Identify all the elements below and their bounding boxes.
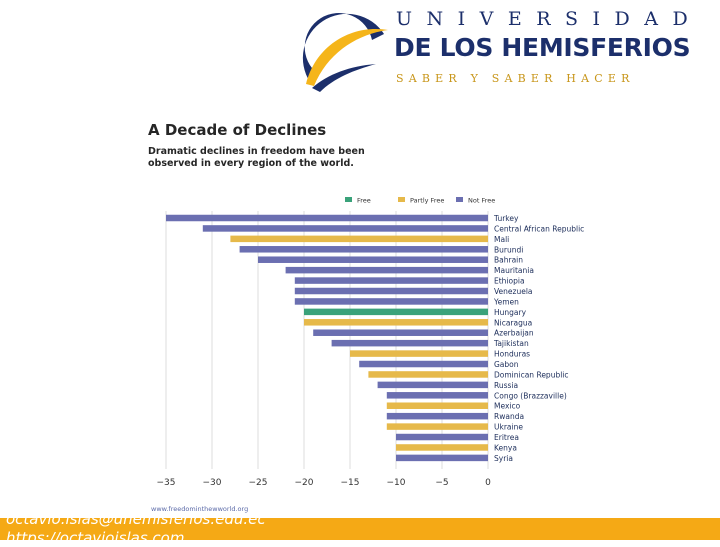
- category-label: Yemen: [493, 297, 519, 306]
- footer-email[interactable]: octavio.islas@uhemisferios.edu.ec: [6, 510, 266, 528]
- bar-azerbaijan: [313, 329, 488, 336]
- bar-ethiopia: [294, 277, 488, 284]
- x-tick-label: −5: [435, 478, 448, 488]
- category-label: Venezuela: [494, 287, 533, 296]
- category-label: Kenya: [494, 443, 517, 452]
- x-tick-label: 0: [485, 478, 491, 488]
- bar-honduras: [350, 350, 488, 357]
- legend-label: Partly Free: [410, 197, 444, 205]
- bar-nicaragua: [304, 319, 488, 326]
- bar-central-african-republic: [202, 225, 489, 232]
- category-label: Ukraine: [494, 423, 523, 432]
- bar-mali: [230, 235, 488, 243]
- x-tick-label: −25: [249, 478, 268, 488]
- category-label: Dominican Republic: [494, 370, 569, 379]
- bar-hungary: [304, 308, 488, 316]
- category-label: Mauritania: [494, 266, 534, 275]
- category-label: Central African Republic: [494, 224, 584, 233]
- category-label: Azerbaijan: [494, 329, 534, 338]
- bar-ukraine: [386, 423, 488, 430]
- logo-motto-text: SABER Y SABER HACER: [396, 72, 635, 85]
- bar-burundi: [239, 246, 488, 253]
- category-label: Hungary: [494, 308, 527, 317]
- bar-rwanda: [386, 412, 488, 420]
- x-tick-label: −20: [295, 478, 314, 488]
- legend-swatch: [345, 197, 352, 202]
- bar-venezuela: [294, 287, 488, 295]
- category-label: Honduras: [494, 350, 530, 359]
- bar-bahrain: [258, 256, 488, 263]
- bar-mexico: [386, 402, 488, 409]
- bar-eritrea: [396, 433, 488, 441]
- bar-yemen: [294, 298, 488, 305]
- bar-dominican-republic: [368, 371, 488, 378]
- category-label: Burundi: [494, 245, 523, 254]
- category-label: Bahrain: [494, 256, 523, 265]
- category-label: Mali: [494, 235, 509, 244]
- bar-tajikistan: [331, 339, 488, 347]
- logo-name-text: DE LOS HEMISFERIOS: [394, 33, 691, 62]
- footer-url[interactable]: https://octavioislas.com: [6, 529, 185, 547]
- category-label: Eritrea: [494, 433, 519, 442]
- bar-mauritania: [285, 266, 488, 274]
- category-label: Rwanda: [494, 412, 524, 421]
- legend-swatch: [398, 197, 405, 202]
- category-label: Syria: [494, 454, 513, 463]
- bar-turkey: [166, 214, 488, 222]
- category-label: Russia: [494, 381, 518, 390]
- bar-kenya: [396, 444, 488, 451]
- category-label: Mexico: [494, 402, 521, 411]
- logo-university-text: UNIVERSIDAD: [396, 8, 703, 30]
- chart-subtitle: Dramatic declines in freedom have been o…: [148, 146, 365, 169]
- legend-label: Not Free: [468, 197, 495, 205]
- legend-label: Free: [357, 197, 371, 205]
- legend-swatch: [456, 197, 463, 202]
- chart-title: A Decade of Declines: [148, 121, 327, 139]
- bar-congo-brazzaville: [386, 392, 488, 399]
- university-logo: UNIVERSIDAD DE LOS HEMISFERIOS SABER Y S…: [298, 4, 718, 94]
- category-label: Congo (Brazzaville): [494, 391, 567, 400]
- x-tick-label: −30: [203, 478, 222, 488]
- bar-russia: [377, 381, 488, 389]
- x-tick-label: −15: [341, 478, 360, 488]
- footer-bar: [0, 518, 720, 540]
- chart-source: www.freedominthewworld.org: [151, 505, 249, 513]
- category-label: Gabon: [494, 360, 519, 369]
- bar-syria: [396, 454, 488, 462]
- x-tick-label: −35: [157, 478, 176, 488]
- category-label: Tajikistan: [493, 339, 529, 348]
- x-tick-label: −10: [387, 478, 406, 488]
- category-label: Nicaragua: [494, 318, 532, 327]
- category-label: Ethiopia: [494, 277, 525, 286]
- category-label: Turkey: [493, 214, 519, 223]
- bar-gabon: [359, 360, 488, 368]
- hemisphere-logo-icon: [302, 13, 388, 92]
